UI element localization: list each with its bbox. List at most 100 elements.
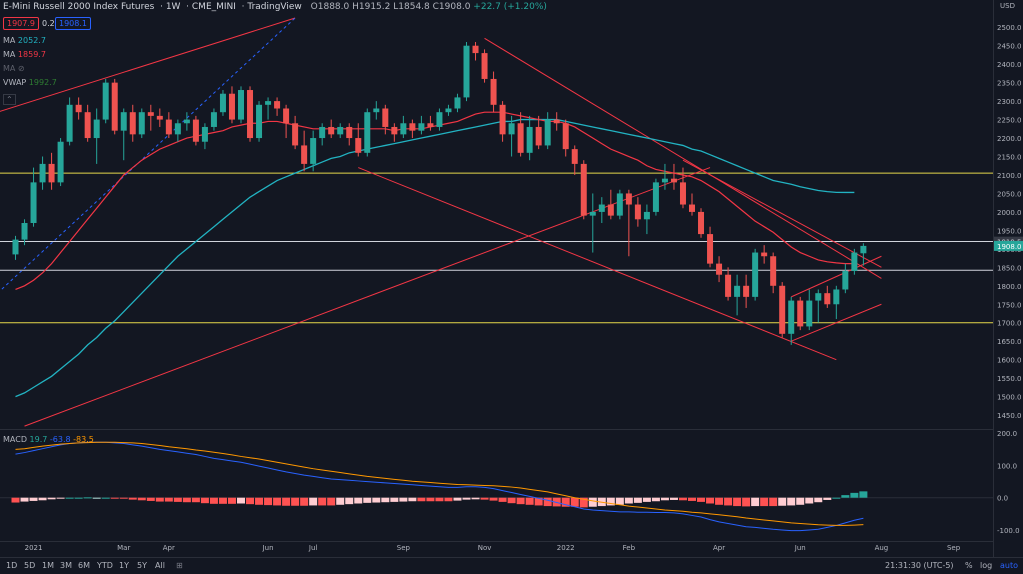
price-tick-label: 1800.0 xyxy=(997,283,1022,291)
candle-body xyxy=(265,101,272,105)
macd-histogram-bar xyxy=(579,497,588,508)
time-tick-label: 2021 xyxy=(25,544,43,552)
macd-histogram-bar xyxy=(336,497,345,505)
price-tick-label: 1650.0 xyxy=(997,338,1022,346)
ma1-legend[interactable]: MA 2052.7 xyxy=(3,36,46,45)
auto-toggle[interactable]: auto xyxy=(1000,561,1019,570)
collapse-legend-icon[interactable]: ⌃ xyxy=(3,94,16,105)
macd-histogram-bar xyxy=(218,497,227,504)
candle-body xyxy=(283,108,290,124)
candle-body xyxy=(111,82,118,131)
candle-body xyxy=(445,108,452,113)
macd-histogram-bar xyxy=(300,497,309,506)
candle-body xyxy=(734,285,741,297)
candle-body xyxy=(815,293,822,301)
macd-histogram-bar xyxy=(155,497,164,502)
range-ytd[interactable]: YTD xyxy=(97,561,113,570)
candle-body xyxy=(607,204,614,216)
candle-body xyxy=(301,145,308,164)
macd-histogram-bar xyxy=(733,497,742,507)
macd-histogram-bar xyxy=(435,497,444,502)
candle-body xyxy=(75,104,82,113)
open-value: O1888.0 xyxy=(310,2,350,12)
candle-body xyxy=(147,112,154,116)
candle-body xyxy=(292,123,299,146)
time-tick-label: Jul xyxy=(308,544,318,552)
log-toggle[interactable]: log xyxy=(980,561,993,570)
macd-histogram-bar xyxy=(20,497,29,502)
interval-label[interactable]: 1W xyxy=(165,2,181,12)
percent-toggle[interactable]: % xyxy=(965,561,973,570)
goto-date-icon[interactable]: ⊞ xyxy=(176,561,183,570)
macd-histogram-bar xyxy=(191,497,200,503)
exchange-label: CME_MINI xyxy=(191,2,236,12)
bear-flag-lower xyxy=(791,303,882,342)
macd-hist-value: 19.7 xyxy=(29,435,48,444)
candle-body xyxy=(526,126,533,153)
macd-histogram-bar xyxy=(444,497,453,502)
rising-trendline xyxy=(24,167,711,427)
candle-body xyxy=(833,289,840,305)
macd-histogram-bar xyxy=(255,497,264,505)
macd-histogram-bar xyxy=(318,497,327,506)
macd-histogram-bar xyxy=(173,497,182,502)
ma2-label: MA xyxy=(3,50,16,59)
macd-histogram-bar xyxy=(408,497,417,502)
ma3-legend[interactable]: MA ⊘ xyxy=(3,64,25,73)
range-3m[interactable]: 3M xyxy=(60,561,72,570)
range-1y[interactable]: 1Y xyxy=(119,561,129,570)
price-tick-label: 1550.0 xyxy=(997,375,1022,383)
macd-legend[interactable]: MACD 19.7 -63.8 -83.5 xyxy=(3,435,94,444)
macd-histogram-bar xyxy=(778,497,787,506)
range-1d[interactable]: 1D xyxy=(6,561,18,570)
price-tag-box xyxy=(994,240,1023,251)
price-tick-label: 1500.0 xyxy=(997,394,1022,402)
bear-flag-upper xyxy=(791,255,882,298)
eye-hidden-icon[interactable]: ⊘ xyxy=(17,64,25,73)
macd-label: MACD xyxy=(3,435,27,444)
ma1-label: MA xyxy=(3,36,16,45)
range-6m[interactable]: 6M xyxy=(78,561,90,570)
price-tick-label: 2200.0 xyxy=(997,135,1022,143)
candle-body xyxy=(138,112,145,135)
macd-histogram-bar xyxy=(480,497,489,500)
macd-histogram-bar xyxy=(273,497,282,506)
macd-histogram-bar xyxy=(751,497,760,507)
macd-histogram-bar xyxy=(137,497,146,501)
macd-histogram-bar xyxy=(642,497,651,502)
time-tick-label: Jun xyxy=(262,544,274,552)
candle-body xyxy=(508,123,515,135)
macd-histogram-bar xyxy=(200,497,209,504)
candle-body xyxy=(463,45,470,98)
macd-histogram-bar xyxy=(543,497,552,507)
range-1m[interactable]: 1M xyxy=(42,561,54,570)
macd-histogram-bar xyxy=(381,497,390,503)
vwap-value: 1992.7 xyxy=(28,78,57,87)
time-tick-label: Sep xyxy=(947,544,961,552)
time-tick-label: 2022 xyxy=(557,544,575,552)
candle-body xyxy=(598,204,605,212)
macd-histogram-bar xyxy=(327,497,336,506)
range-all[interactable]: All xyxy=(155,561,165,570)
range-5y[interactable]: 5Y xyxy=(137,561,147,570)
macd-histogram-bar xyxy=(615,497,624,505)
vwap-legend[interactable]: VWAP 1992.7 xyxy=(3,78,57,87)
clock[interactable]: 21:31:30 (UTC-5) xyxy=(885,561,954,570)
candle-body xyxy=(427,123,434,127)
low-value: L1854.8 xyxy=(393,2,430,12)
candle-body xyxy=(210,112,217,127)
macd-histogram-bar xyxy=(128,497,137,500)
change-value: +22.7 (+1.20%) xyxy=(473,2,547,12)
candle-body xyxy=(580,163,587,216)
macd-histogram-bar xyxy=(390,497,399,502)
ma2-legend[interactable]: MA 1859.7 xyxy=(3,50,46,59)
range-5d[interactable]: 5D xyxy=(24,561,36,570)
chart-header: E-Mini Russell 2000 Index Futures · 1W ·… xyxy=(3,2,547,12)
bid-pill[interactable]: 1907.9 xyxy=(3,17,39,30)
candle-body xyxy=(752,252,759,297)
ask-pill[interactable]: 1908.1 xyxy=(55,17,91,30)
vwap-label: VWAP xyxy=(3,78,27,87)
macd-histogram-bar xyxy=(363,497,372,503)
candle-body xyxy=(400,123,407,135)
